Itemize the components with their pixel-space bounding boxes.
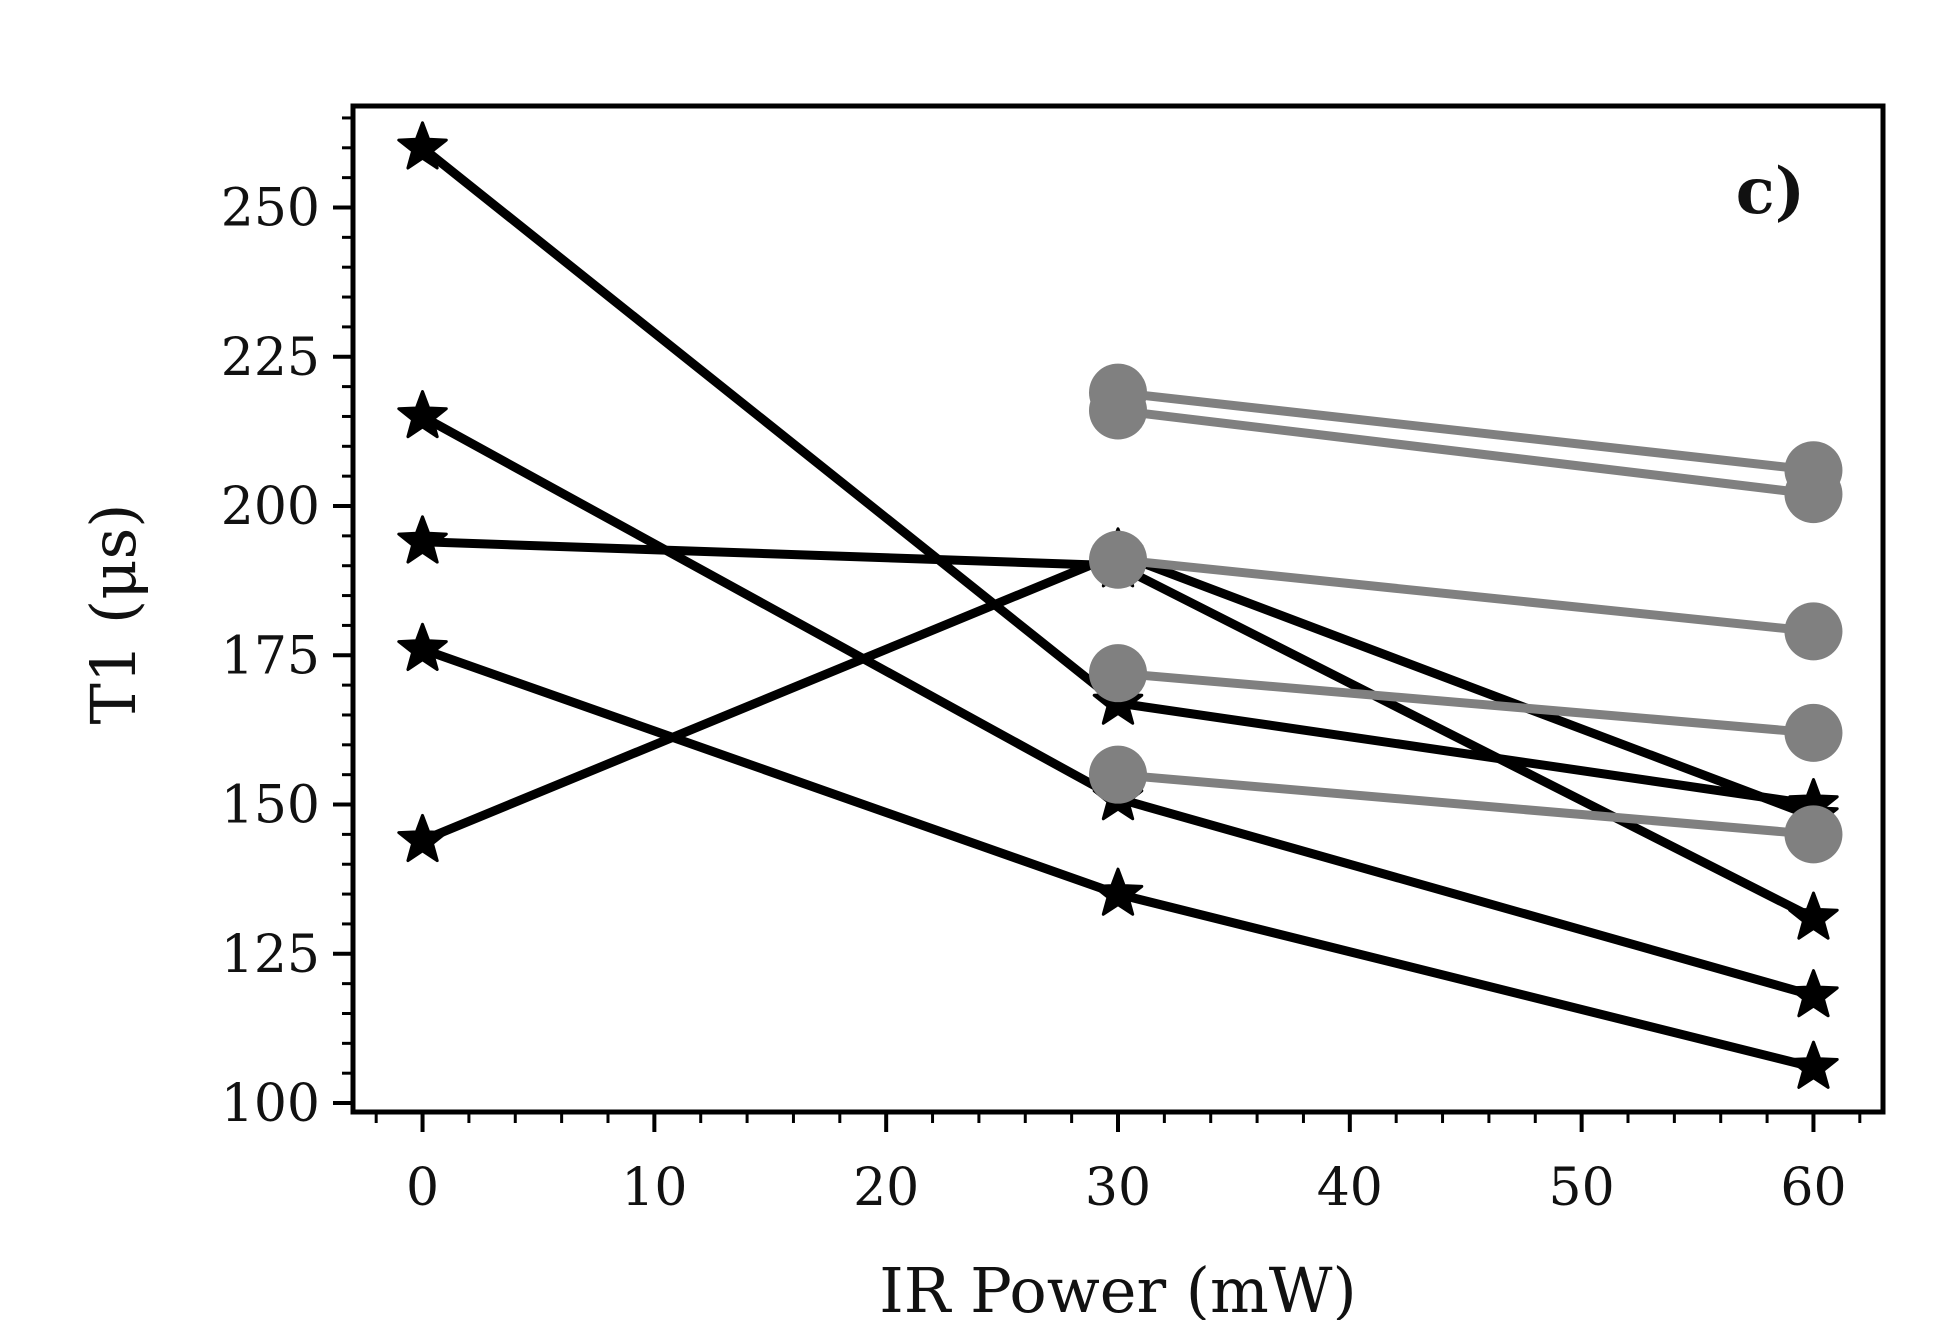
data-point-star <box>397 390 448 439</box>
series-line-circle-4 <box>1117 668 1814 738</box>
data-point-star <box>397 813 448 863</box>
y-tick-label: 175 <box>221 626 320 686</box>
series-star-4 <box>397 622 1839 1089</box>
series-circle-5 <box>1089 745 1843 864</box>
data-point-star <box>1788 891 1839 940</box>
y-tick-label: 100 <box>221 1074 320 1134</box>
data-point-star <box>1092 867 1144 916</box>
series-line-circle-2 <box>1117 406 1815 499</box>
x-tick-label: 20 <box>853 1158 919 1218</box>
data-point-star <box>1788 969 1839 1018</box>
series-line-star-3 <box>422 537 1816 923</box>
x-tick-label: 50 <box>1549 1158 1615 1218</box>
data-point-circle <box>1089 644 1147 703</box>
data-point-circle <box>1784 805 1843 864</box>
data-point-circle <box>1089 530 1147 589</box>
data-point-star <box>397 121 448 170</box>
y-tick-label: 250 <box>221 178 320 238</box>
x-axis-label: IR Power (mW) <box>879 1254 1356 1320</box>
data-point-circle <box>1784 602 1843 661</box>
y-tick-label: 125 <box>221 925 320 985</box>
data-point-circle <box>1089 745 1147 804</box>
data-point-star <box>397 622 448 671</box>
y-tick-label: 200 <box>221 477 320 537</box>
data-point-star <box>397 515 448 564</box>
data-point-circle <box>1784 703 1843 762</box>
data-point-star <box>1788 1040 1839 1089</box>
series-circle-1 <box>1089 363 1843 500</box>
panel-label: c) <box>1736 154 1805 229</box>
x-tick-label: 0 <box>406 1158 439 1218</box>
plot-frame <box>350 103 1886 1115</box>
series-line-circle-3 <box>1117 555 1814 636</box>
series-layer <box>397 121 1843 1089</box>
series-circle-3 <box>1089 530 1843 661</box>
ticks-layer: 0 10 20 30 40 50 60 100 125 150 175 200 225 250 <box>221 116 1862 1218</box>
series-circle-4 <box>1089 644 1843 762</box>
data-point-circle <box>1784 465 1843 524</box>
series-circle-2 <box>1089 381 1843 524</box>
x-tick-label: 10 <box>621 1158 687 1218</box>
y-tick-label: 150 <box>221 776 320 836</box>
data-point-circle <box>1089 381 1147 440</box>
series-line-circle-5 <box>1117 770 1814 839</box>
x-tick-label: 40 <box>1317 1158 1383 1218</box>
y-axis-label: T1 (μs) <box>77 504 150 725</box>
x-tick-label: 60 <box>1780 1158 1846 1218</box>
series-line-circle-1 <box>1117 388 1814 475</box>
x-tick-label: 30 <box>1085 1158 1151 1218</box>
y-tick-label: 225 <box>221 328 320 388</box>
